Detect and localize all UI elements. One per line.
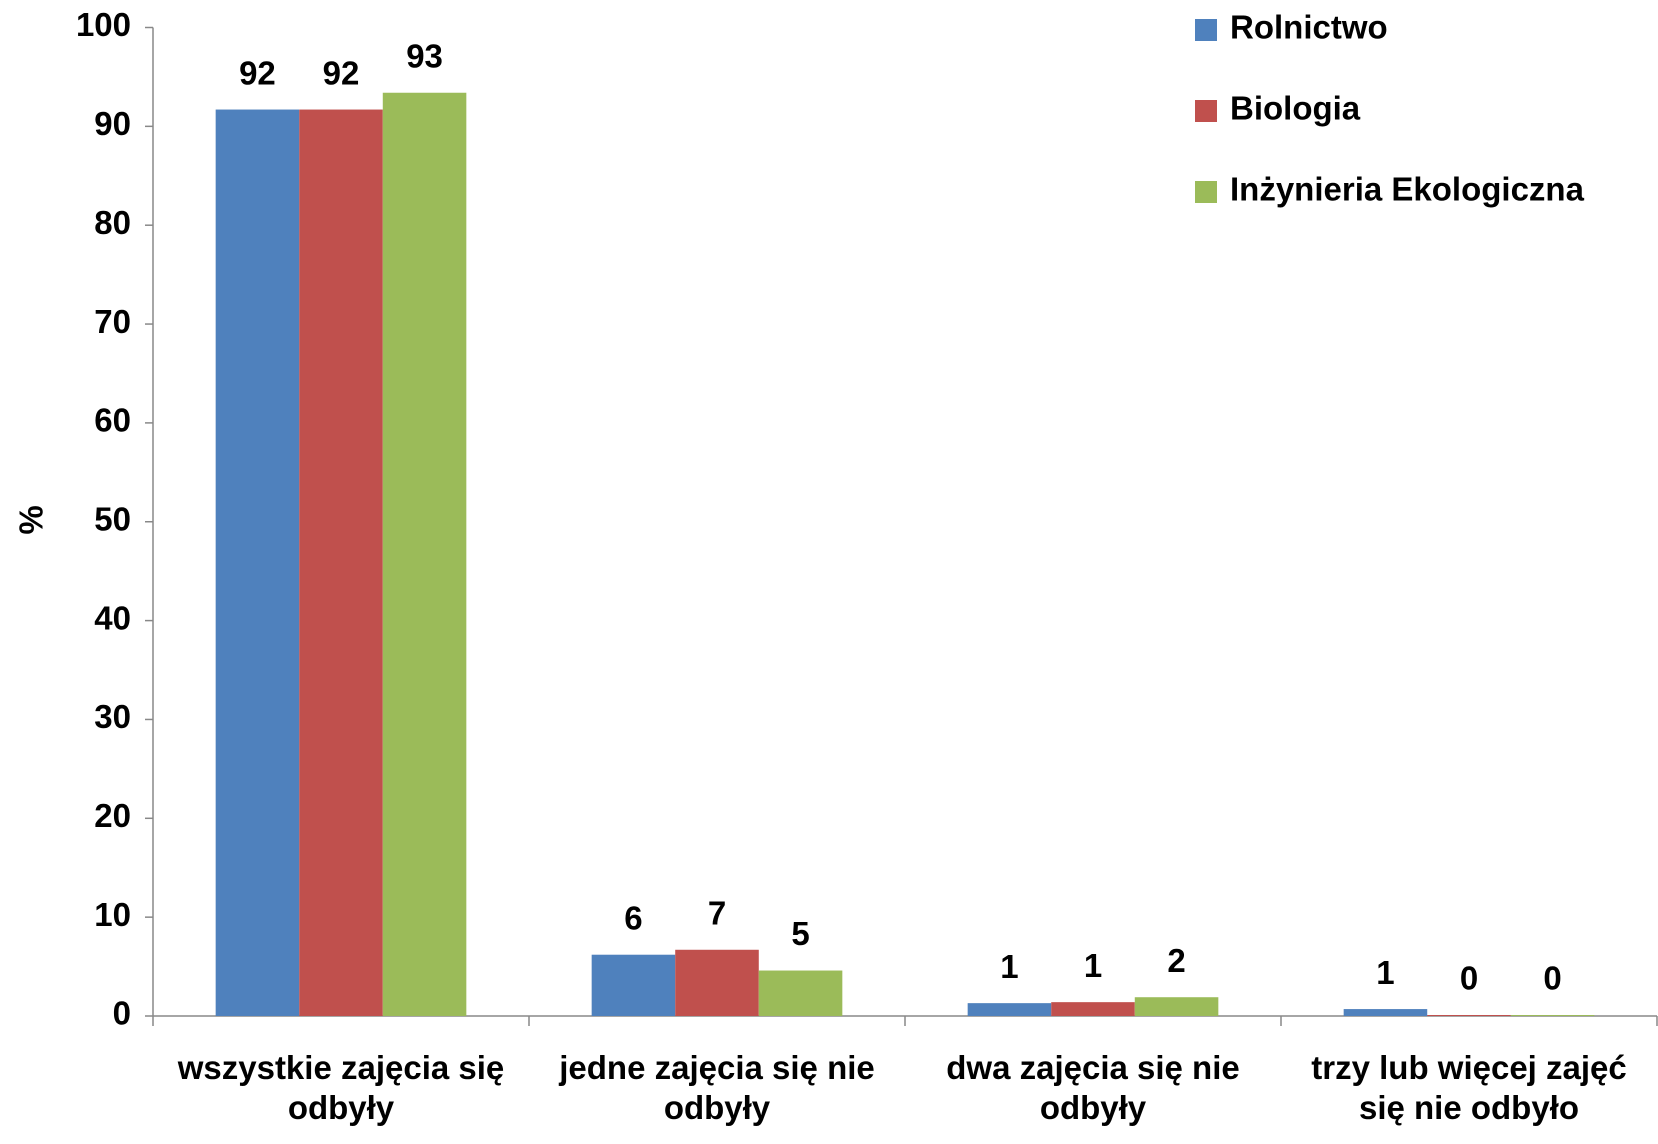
bar [675, 949, 759, 1016]
data-label: 93 [406, 37, 443, 74]
y-tick-label: 20 [94, 797, 131, 834]
y-tick-label: 10 [94, 896, 131, 933]
bar [382, 92, 467, 1017]
legend-swatch [1195, 19, 1217, 41]
data-label: 0 [1543, 960, 1561, 997]
x-tick-label: jedne zajęcia się nie odbyły [559, 1049, 875, 1126]
data-label: 5 [791, 915, 809, 952]
legend-label: Inżynieria Ekologiczna [1230, 171, 1585, 208]
x-tick-label: trzy lub więcej zajęć się nie odbyło [1311, 1049, 1627, 1126]
bar [299, 109, 383, 1016]
data-label: 92 [239, 54, 276, 91]
bar [1343, 1009, 1428, 1016]
data-label: 6 [624, 899, 642, 936]
y-tick-label: 40 [94, 599, 131, 636]
y-tick-label: 50 [94, 500, 131, 537]
data-label: 0 [1460, 960, 1478, 997]
bar [1051, 1002, 1135, 1016]
data-label: 1 [1000, 948, 1018, 985]
legend-swatch [1195, 181, 1217, 203]
bar [758, 970, 843, 1016]
legend-swatch [1195, 100, 1217, 122]
y-tick-label: 60 [94, 402, 131, 439]
bar [591, 954, 676, 1016]
data-label: 1 [1376, 954, 1394, 991]
bar [967, 1003, 1052, 1016]
y-tick-label: 90 [94, 105, 131, 142]
data-label: 92 [323, 54, 360, 91]
x-tick-label: wszystkie zajęcia się odbyły [177, 1049, 505, 1126]
bar [1427, 1015, 1511, 1016]
y-tick-label: 0 [113, 995, 131, 1032]
legend-label: Biologia [1230, 90, 1361, 127]
bar [1134, 997, 1219, 1016]
data-label: 7 [708, 894, 726, 931]
y-tick-label: 70 [94, 303, 131, 340]
y-tick-label: 80 [94, 204, 131, 241]
y-tick-label: 100 [76, 6, 131, 43]
x-tick-label: dwa zajęcia się nie odbyły [946, 1049, 1240, 1126]
legend-label: Rolnictwo [1230, 9, 1388, 46]
y-tick-label: 30 [94, 698, 131, 735]
bar [215, 109, 300, 1016]
y-axis-label: % [13, 505, 50, 534]
bar [1510, 1015, 1595, 1016]
data-label: 1 [1084, 947, 1102, 984]
data-label: 2 [1167, 942, 1185, 979]
